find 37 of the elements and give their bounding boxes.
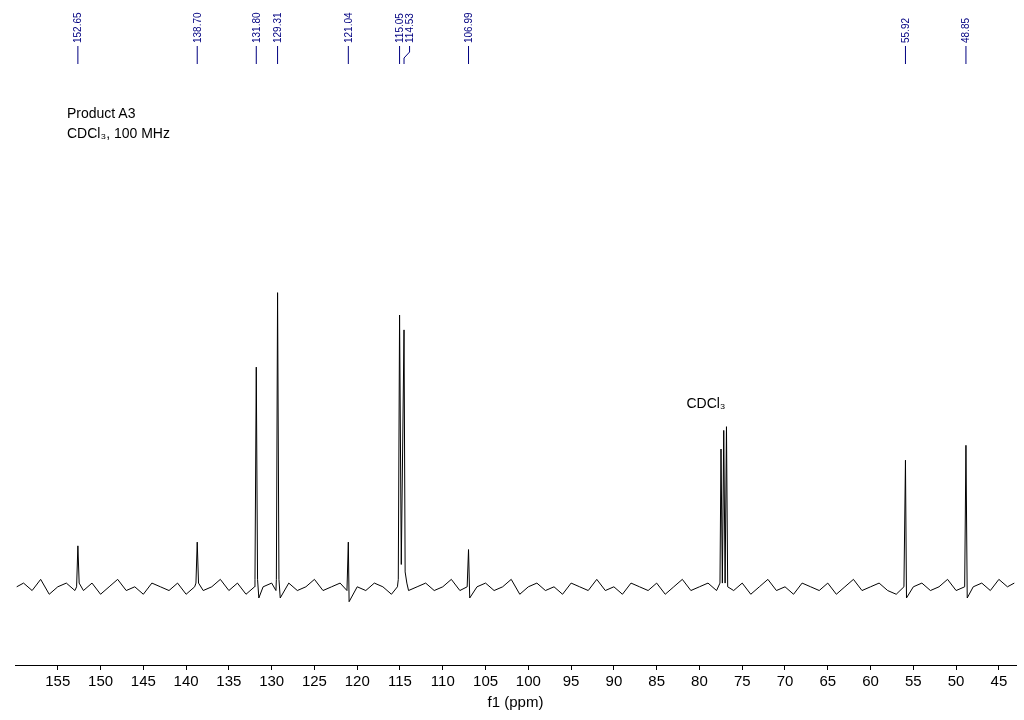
annotation: 138.70 xyxy=(191,11,203,43)
x-tick-label: 150 xyxy=(88,672,114,690)
chart-title: Product A3 xyxy=(67,105,136,121)
x-tick-label: 80 xyxy=(691,672,708,690)
x-tick-label: 130 xyxy=(259,672,285,690)
x-tick-label: 60 xyxy=(862,672,879,690)
annotation: 115.05 xyxy=(394,12,406,43)
x-tick-label: 120 xyxy=(344,672,370,690)
x-tick-label: 45 xyxy=(990,672,1008,690)
x-tick-label: 95 xyxy=(562,672,580,690)
annotation: 106.99 xyxy=(463,11,475,43)
x-tick-label: 155 xyxy=(45,672,71,690)
x-tick-label: 65 xyxy=(819,672,837,690)
x-tick-label: 105 xyxy=(473,672,499,690)
x-tick-label: 55 xyxy=(904,672,922,690)
x-axis-title: f1 (ppm) xyxy=(487,693,544,711)
annotation: 129.31 xyxy=(272,11,284,43)
x-tick-label: 100 xyxy=(515,672,541,690)
x-tick-label: 135 xyxy=(216,672,242,690)
annotation: 121.04 xyxy=(342,11,354,43)
x-tick-label: 75 xyxy=(733,672,751,690)
chart-subtitle: CDCl₃, 100 MHz xyxy=(67,125,170,141)
annotation: 152.65 xyxy=(72,11,84,43)
x-tick-label: 85 xyxy=(648,672,666,690)
x-tick-label: 90 xyxy=(605,672,623,690)
x-tick-label: 70 xyxy=(776,672,794,690)
annotation: 55.92 xyxy=(899,17,911,43)
x-tick-label: 140 xyxy=(173,672,199,690)
x-tick-label: 115 xyxy=(388,672,412,690)
annotation: 131.80 xyxy=(250,11,262,43)
x-tick-label: 125 xyxy=(301,672,327,690)
x-tick-label: 145 xyxy=(130,672,156,690)
annotation: 114.53 xyxy=(404,12,416,43)
x-tick-label: 110 xyxy=(430,672,455,690)
annotation: CDCl₃ xyxy=(686,395,726,411)
annotation: 48.85 xyxy=(960,17,972,43)
x-tick-label: 50 xyxy=(947,672,965,690)
